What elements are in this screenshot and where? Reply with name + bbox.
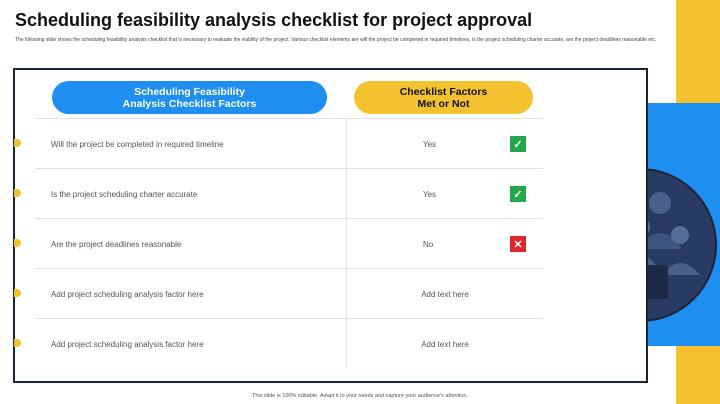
status-cell: Add text here — [347, 269, 543, 319]
table-row: Will the project be completed in require… — [35, 118, 543, 169]
table-row: Are the project deadlines reasonable No ✕ — [35, 218, 543, 269]
row-marker — [14, 239, 21, 247]
status-text: Add text here — [421, 339, 469, 349]
status-cell: No ✕ — [347, 219, 543, 269]
table-row: Add project scheduling analysis factor h… — [35, 268, 543, 319]
column-header: Scheduling Feasibility Analysis Checklis… — [122, 85, 257, 110]
row-marker — [14, 189, 21, 197]
header-pill: Checklist Factors Met or Not — [354, 81, 533, 114]
row-marker — [14, 339, 21, 347]
status-text: Yes — [423, 139, 437, 149]
table-row: Add project scheduling analysis factor h… — [35, 318, 543, 369]
factor-cell: Is the project scheduling charter accura… — [35, 169, 347, 219]
check-icon: ✓ — [510, 186, 526, 202]
status-text: No — [423, 239, 434, 249]
content-box — [13, 68, 648, 383]
status-text: Yes — [423, 189, 437, 199]
row-marker — [14, 139, 21, 147]
status-cell: Yes ✓ — [347, 119, 543, 169]
status-cell: Add text here — [347, 319, 543, 369]
factor-cell: Are the project deadlines reasonable — [35, 219, 347, 269]
factor-cell: Will the project be completed in require… — [35, 119, 347, 169]
factor-cell: Add project scheduling analysis factor h… — [35, 269, 347, 319]
table-row: Is the project scheduling charter accura… — [35, 168, 543, 219]
status-text: Add text here — [421, 289, 469, 299]
title: Scheduling feasibility analysis checklis… — [15, 10, 533, 30]
status-cell: Yes ✓ — [347, 169, 543, 219]
cross-icon: ✕ — [510, 236, 526, 252]
header-pill: Scheduling Feasibility Analysis Checklis… — [52, 81, 327, 114]
column-header: Checklist Factors Met or Not — [399, 85, 488, 110]
row-marker — [14, 289, 21, 297]
footer: This slide is 100% editable. Adapt it to… — [252, 393, 468, 399]
subtitle: The following slide shows the scheduling… — [15, 37, 657, 43]
factor-cell: Add project scheduling analysis factor h… — [35, 319, 347, 369]
check-icon: ✓ — [510, 136, 526, 152]
